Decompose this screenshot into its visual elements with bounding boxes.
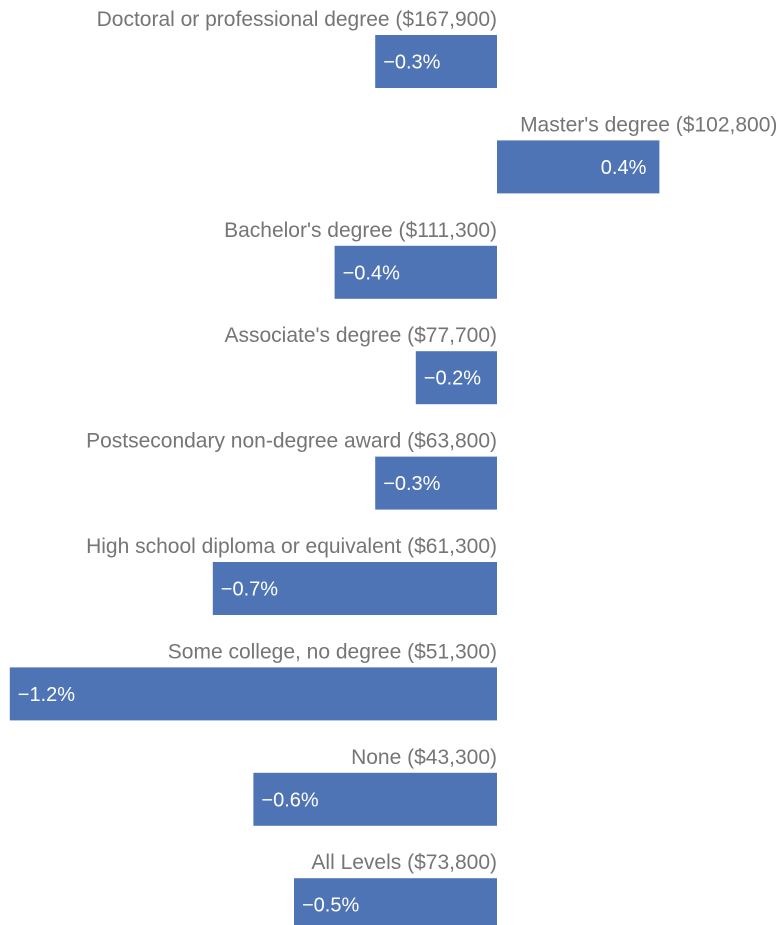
value-label: −0.4% [343, 262, 400, 284]
category-label: None ($43,300) [351, 746, 497, 769]
category-label: Bachelor's degree ($111,300) [224, 219, 497, 242]
bar [375, 35, 497, 88]
value-label: −0.3% [383, 473, 440, 495]
value-label: −0.7% [221, 579, 278, 601]
category-label: High school diploma or equivalent ($61,3… [86, 535, 497, 558]
category-label: Doctoral or professional degree ($167,90… [97, 8, 497, 31]
category-label: Postsecondary non-degree award ($63,800) [86, 430, 497, 453]
bar [9, 667, 498, 721]
bar [212, 562, 498, 615]
bar [294, 878, 497, 925]
bar [334, 245, 497, 299]
labels-layer: Doctoral or professional degree ($167,90… [18, 8, 778, 917]
value-label: 0.4% [601, 157, 647, 179]
value-label: −0.6% [261, 789, 318, 811]
bar [253, 772, 497, 826]
category-label: Master's degree ($102,800) [520, 113, 777, 136]
value-label: −0.3% [383, 52, 440, 74]
bars-layer [9, 35, 660, 925]
category-label: All Levels ($73,800) [311, 851, 497, 874]
bar [375, 456, 497, 510]
value-label: −0.5% [302, 895, 359, 917]
category-label: Associate's degree ($77,700) [224, 324, 497, 347]
value-label: −1.2% [18, 684, 75, 706]
category-label: Some college, no degree ($51,300) [168, 640, 497, 663]
value-label: −0.2% [424, 368, 481, 390]
bar [497, 140, 660, 194]
bar [415, 351, 497, 405]
